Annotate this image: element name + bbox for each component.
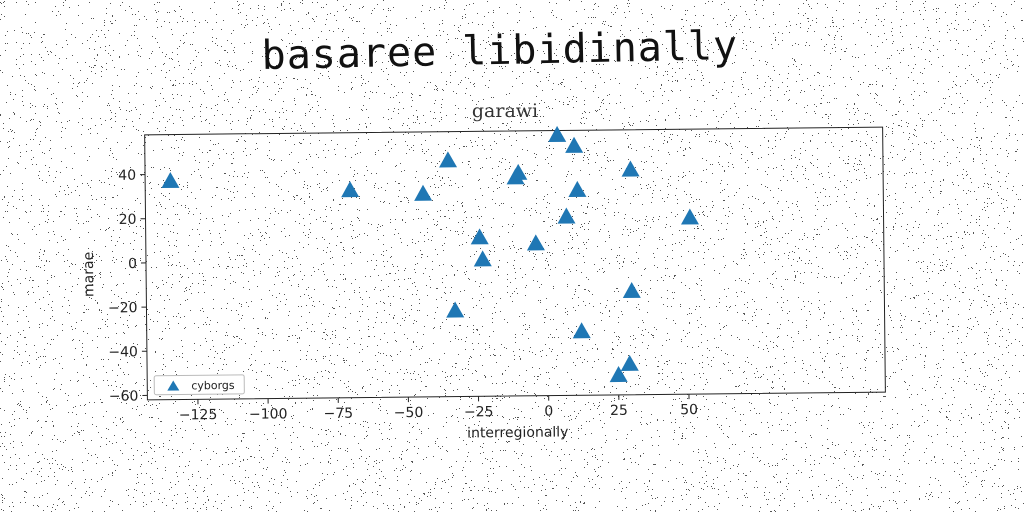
legend: cyborgs <box>153 374 245 396</box>
x-tick-label: −50 <box>394 405 424 421</box>
x-tick-label: −75 <box>324 406 354 422</box>
x-tick-label: −125 <box>179 407 218 423</box>
x-tick-label: 25 <box>610 403 628 419</box>
x-tick-label: 50 <box>680 402 698 418</box>
data-point-cyborgs <box>526 234 545 251</box>
x-tick-label: −100 <box>249 406 288 422</box>
data-point-cyborgs <box>509 163 528 180</box>
data-point-cyborgs <box>565 136 584 153</box>
data-point-cyborgs <box>548 125 567 143</box>
y-tick-label: −60 <box>109 389 139 405</box>
y-tick-label: 20 <box>119 212 137 228</box>
data-point-cyborgs <box>341 181 360 198</box>
chart-title: garawi <box>472 100 538 122</box>
data-point-cyborgs <box>161 171 180 189</box>
y-tick-label: 0 <box>128 256 137 272</box>
data-point-cyborgs <box>473 250 492 267</box>
data-point-cyborgs <box>622 281 641 299</box>
data-point-cyborgs <box>568 180 587 198</box>
x-axis-label: interregionally <box>467 424 568 441</box>
legend-label-cyborgs: cyborgs <box>191 379 235 392</box>
y-tick-label: −20 <box>108 300 138 316</box>
y-axis-label: marae <box>81 252 97 297</box>
data-point-cyborgs <box>446 301 465 318</box>
data-point-cyborgs <box>414 184 433 201</box>
y-tick-label: −40 <box>108 344 138 360</box>
data-point-cyborgs <box>620 354 639 371</box>
data-point-cyborgs <box>572 322 591 339</box>
plot-area-frame <box>144 126 886 401</box>
data-point-cyborgs <box>439 151 458 168</box>
legend-marker-cyborgs <box>167 380 180 391</box>
data-point-cyborgs <box>621 160 640 177</box>
x-tick-label: 0 <box>544 404 553 420</box>
x-tick-label: −25 <box>464 404 494 420</box>
data-point-cyborgs <box>680 208 699 225</box>
y-tick-label: 40 <box>118 168 136 184</box>
data-point-cyborgs <box>557 207 576 224</box>
data-point-cyborgs <box>609 366 628 383</box>
data-point-cyborgs <box>470 228 489 245</box>
